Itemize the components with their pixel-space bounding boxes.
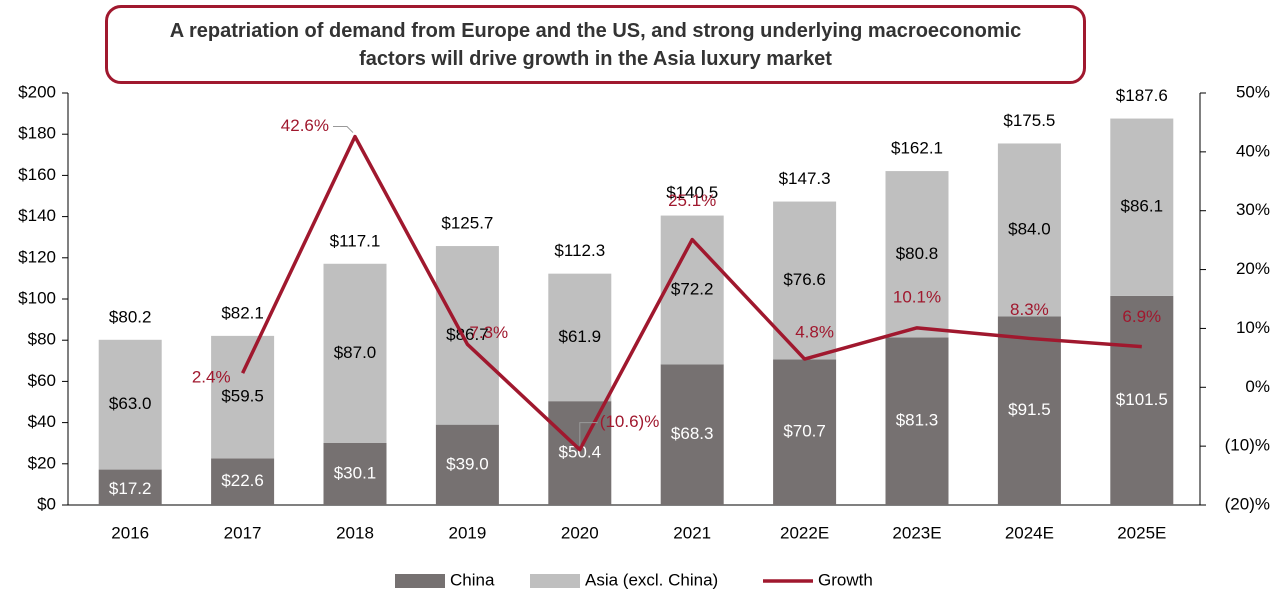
y-tick-label: $0 bbox=[37, 494, 56, 513]
y-tick-label: $160 bbox=[18, 165, 56, 184]
bar-value-label: $68.3 bbox=[671, 424, 714, 443]
bar-value-label: $61.9 bbox=[559, 327, 602, 346]
legend-label: Asia (excl. China) bbox=[585, 570, 718, 589]
legend-label: China bbox=[450, 570, 495, 589]
total-label: $112.3 bbox=[554, 241, 605, 260]
y2-tick-label: 30% bbox=[1236, 200, 1270, 219]
x-tick-label: 2016 bbox=[111, 523, 149, 542]
growth-label: 25.1% bbox=[668, 191, 716, 210]
bar bbox=[211, 335, 275, 459]
bar-value-label: $59.5 bbox=[221, 387, 264, 406]
bar bbox=[98, 469, 162, 505]
y-tick-label: $140 bbox=[18, 206, 56, 225]
growth-label: 7.3% bbox=[469, 323, 508, 342]
total-label: $147.3 bbox=[779, 169, 831, 188]
bar-value-label: $17.2 bbox=[109, 479, 152, 498]
leader-line bbox=[333, 126, 354, 133]
y2-tick-label: 0% bbox=[1245, 377, 1270, 396]
y-tick-label: $180 bbox=[18, 124, 56, 143]
y-tick-label: $120 bbox=[18, 247, 56, 266]
leader-line bbox=[579, 422, 598, 446]
bar bbox=[885, 171, 949, 338]
y-tick-label: $80 bbox=[28, 330, 56, 349]
y-tick-label: $40 bbox=[28, 412, 56, 431]
total-label: $187.6 bbox=[1116, 86, 1168, 105]
bar bbox=[323, 263, 387, 443]
legend-swatch bbox=[530, 574, 580, 588]
total-label: $140.5 bbox=[666, 183, 718, 202]
x-tick-label: 2024E bbox=[1005, 523, 1054, 542]
x-tick-label: 2017 bbox=[224, 523, 262, 542]
total-label: $82.1 bbox=[221, 303, 264, 322]
bar-value-label: $80.8 bbox=[896, 244, 939, 263]
x-tick-label: 2021 bbox=[673, 523, 711, 542]
total-label: $162.1 bbox=[891, 139, 943, 158]
x-tick-label: 2019 bbox=[448, 523, 486, 542]
y-tick-label: $100 bbox=[18, 288, 56, 307]
y-tick-label: $200 bbox=[18, 82, 56, 101]
total-label: $175.5 bbox=[1003, 111, 1055, 130]
bar bbox=[997, 316, 1061, 505]
legend-label: Growth bbox=[818, 570, 873, 589]
y2-tick-label: (10)% bbox=[1225, 436, 1270, 455]
growth-label: 6.9% bbox=[1122, 307, 1161, 326]
total-label: $80.2 bbox=[109, 307, 152, 326]
growth-label: 2.4% bbox=[192, 368, 231, 387]
bar bbox=[997, 143, 1061, 317]
y2-tick-label: 40% bbox=[1236, 141, 1270, 160]
x-tick-label: 2018 bbox=[336, 523, 374, 542]
bar-value-label: $81.3 bbox=[896, 411, 939, 430]
chart-title: A repatriation of demand from Europe and… bbox=[169, 19, 1022, 70]
growth-label: 8.3% bbox=[1010, 300, 1049, 319]
y2-tick-label: (20)% bbox=[1225, 494, 1270, 513]
bar bbox=[435, 246, 499, 425]
y2-tick-label: 50% bbox=[1236, 82, 1270, 101]
x-tick-label: 2023E bbox=[892, 523, 941, 542]
bar-value-label: $86.7 bbox=[446, 325, 489, 344]
bar bbox=[435, 424, 499, 505]
bar-value-label: $87.0 bbox=[334, 343, 377, 362]
y2-tick-label: 10% bbox=[1236, 318, 1270, 337]
bar bbox=[773, 359, 837, 505]
bar-value-label: $76.6 bbox=[783, 270, 826, 289]
x-tick-label: 2025E bbox=[1117, 523, 1166, 542]
title-box: A repatriation of demand from Europe and… bbox=[105, 5, 1086, 84]
y-tick-label: $20 bbox=[28, 453, 56, 472]
y-tick-label: $60 bbox=[28, 371, 56, 390]
bar bbox=[323, 442, 387, 505]
bar-value-label: $22.6 bbox=[221, 471, 264, 490]
bar-value-label: $70.7 bbox=[783, 422, 826, 441]
bar bbox=[885, 337, 949, 505]
bar-value-label: $101.5 bbox=[1116, 390, 1168, 409]
total-label: $125.7 bbox=[441, 214, 493, 233]
bar bbox=[773, 201, 837, 360]
bar bbox=[1110, 118, 1174, 296]
growth-label: (10.6)% bbox=[600, 412, 660, 431]
bar bbox=[211, 458, 275, 505]
bar-value-label: $86.1 bbox=[1121, 197, 1164, 216]
x-tick-label: 2020 bbox=[561, 523, 599, 542]
bar-value-label: $84.0 bbox=[1008, 219, 1051, 238]
bar-value-label: $39.0 bbox=[446, 454, 489, 473]
bar-value-label: $91.5 bbox=[1008, 400, 1051, 419]
growth-line bbox=[241, 134, 1142, 452]
y2-tick-label: 20% bbox=[1236, 259, 1270, 278]
bar-value-label: $72.2 bbox=[671, 279, 714, 298]
bar bbox=[660, 364, 724, 505]
growth-label: 4.8% bbox=[795, 323, 834, 342]
bar-value-label: $63.0 bbox=[109, 394, 152, 413]
x-tick-label: 2022E bbox=[780, 523, 829, 542]
bar bbox=[548, 273, 612, 402]
bar-value-label: $50.4 bbox=[559, 443, 602, 462]
bar-value-label: $30.1 bbox=[334, 463, 377, 482]
legend-swatch bbox=[395, 574, 445, 588]
bar bbox=[548, 401, 612, 505]
total-label: $117.1 bbox=[330, 231, 381, 250]
bar bbox=[98, 339, 162, 470]
growth-label: 42.6% bbox=[281, 116, 329, 135]
bar bbox=[1110, 295, 1174, 505]
growth-label: 10.1% bbox=[893, 287, 941, 306]
